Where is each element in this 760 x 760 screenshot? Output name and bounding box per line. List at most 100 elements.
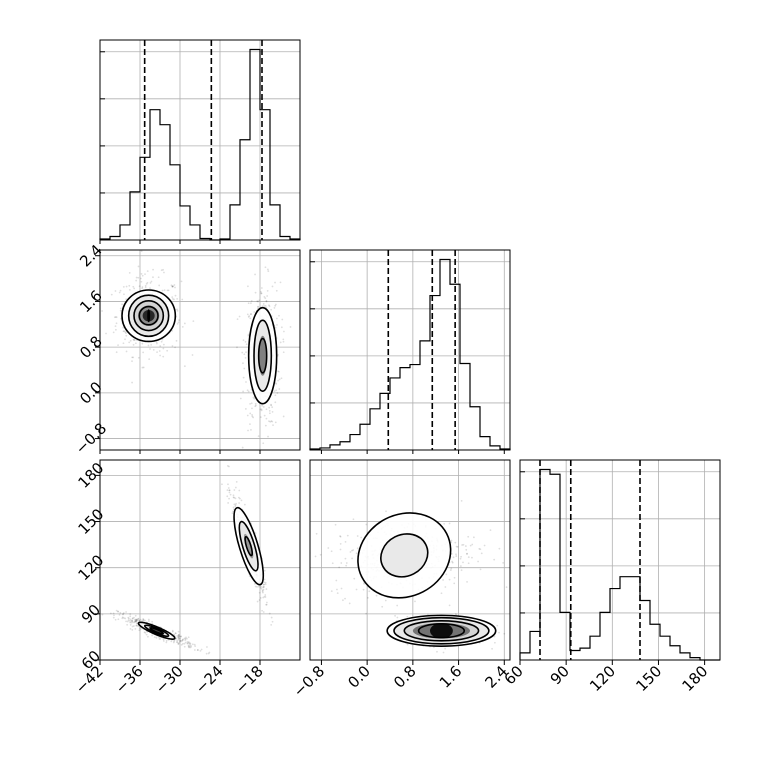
scatter-point [277,353,279,356]
scatter-point [261,404,263,407]
scatter-point [131,620,133,623]
scatter-point [353,577,356,580]
scatter-point [135,618,138,621]
panel-background [520,460,720,660]
scatter-point [172,641,175,644]
scatter-point [135,619,138,622]
scatter-point [131,617,134,620]
scatter-point [289,326,292,328]
contour-line [380,533,429,578]
scatter-point [375,594,378,597]
scatter-point [233,489,236,491]
scatter-point [246,389,249,392]
scatter-point [366,596,369,599]
scatter-point [498,547,501,550]
x-tick-label: 60 [501,662,527,688]
scatter-point [133,338,135,341]
scatter-point [186,641,189,643]
scatter-point [462,543,465,546]
scatter-point [163,271,165,274]
scatter-point [189,644,192,647]
scatter-point [344,557,347,560]
density-fill [380,533,428,577]
scatter-point [186,637,188,640]
scatter-point [247,302,250,305]
scatter-point [134,627,137,630]
scatter-point [265,601,268,604]
scatter-point [467,556,470,559]
scatter-point [260,408,263,411]
panel-background [310,250,510,450]
scatter-point [147,635,149,638]
scatter-point [150,343,153,346]
scatter-point [493,635,496,638]
scatter-point [489,529,492,532]
scatter-point [176,297,179,300]
scatter-point [152,276,154,279]
scatter-point [264,581,267,584]
scatter-point [127,616,130,619]
scatter-point [136,624,138,627]
scatter-point [336,588,338,591]
scatter-point [278,388,281,390]
scatter-point [262,585,265,588]
scatter-point [258,591,261,594]
scatter-point [143,631,146,634]
scatter-point [146,281,149,284]
scatter-point [268,304,270,307]
scatter-point [260,587,263,590]
scatter-point [273,307,276,309]
scatter-point [125,350,128,353]
scatter-point [262,303,265,305]
scatter-point [134,620,137,623]
scatter-point [277,370,279,373]
scatter-point [175,637,178,640]
scatter-point [249,423,251,426]
contour-line [247,306,278,405]
scatter-point [188,643,191,645]
scatter-point [282,338,285,341]
scatter-point [280,377,283,380]
scatter-point [131,629,134,631]
scatter-point [466,552,468,555]
scatter-point [455,555,458,557]
scatter-point [129,615,132,618]
scatter-point [141,366,144,369]
scatter-point [193,643,196,646]
scatter-point [174,346,176,349]
scatter-point [276,323,278,326]
scatter-point [267,270,270,273]
scatter-point [242,339,245,342]
scatter-point [145,282,148,285]
scatter-point [265,603,268,606]
scatter-point [234,504,237,506]
scatter-point [256,585,258,588]
scatter-point [174,286,176,289]
scatter-point [455,553,457,556]
scatter-point [134,342,137,345]
scatter-point [139,628,142,631]
scatter-point [261,589,264,592]
scatter-point [241,446,244,449]
scatter-point [274,326,277,329]
scatter-point [174,294,177,297]
scatter-point [114,328,117,331]
scatter-point [277,379,279,382]
scatter-point [459,565,462,567]
scatter-point [274,394,277,397]
contour-line [121,289,177,343]
scatter-point [163,289,166,292]
scatter-point [174,632,177,635]
scatter-point [274,382,277,384]
scatter-point [138,627,141,630]
scatter-point [257,306,259,308]
scatter-point [260,292,263,295]
scatter-point [498,631,500,634]
scatter-point [254,405,257,408]
scatter-point [112,616,115,619]
scatter-point [178,319,180,322]
scatter-point [178,637,180,640]
scatter-point [119,611,122,614]
scatter-point [125,332,127,335]
